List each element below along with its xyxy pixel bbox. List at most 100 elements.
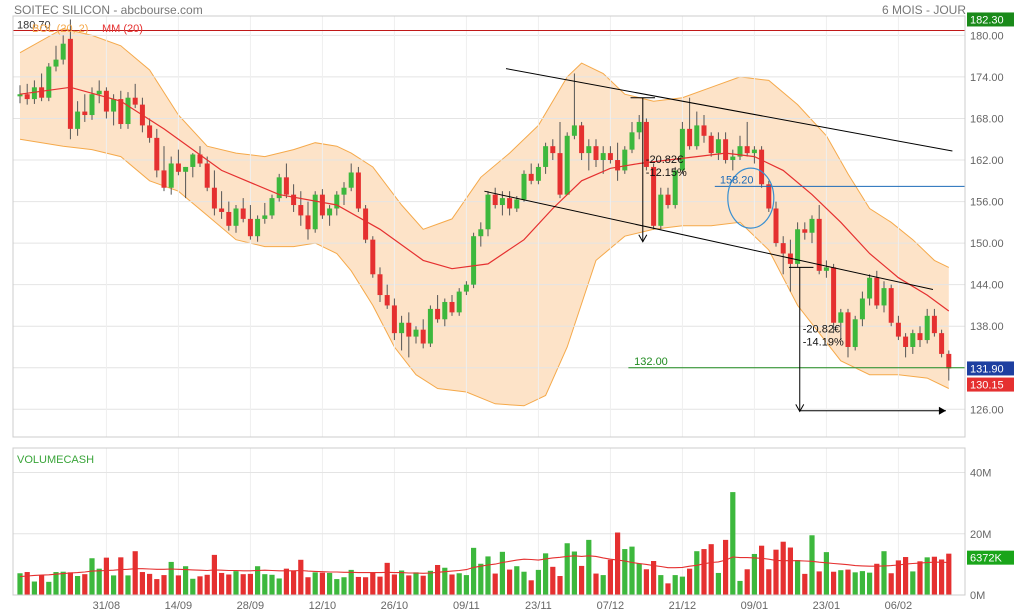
- volume-bar: [240, 574, 246, 595]
- volume-bar: [247, 573, 253, 595]
- candle-body: [593, 146, 599, 161]
- candle-body: [910, 333, 916, 347]
- volume-bar: [852, 572, 858, 595]
- candle-body: [39, 87, 45, 98]
- volume-bar: [557, 576, 563, 595]
- period-label: 6 MOIS - JOUR: [881, 3, 966, 17]
- volume-bar: [514, 566, 520, 595]
- volume-bar: [485, 556, 491, 595]
- candle-body: [111, 99, 117, 112]
- volume-bar: [46, 581, 52, 595]
- date-tick-label: 12/10: [309, 600, 337, 612]
- volume-bar: [694, 551, 700, 595]
- candle-body: [75, 111, 81, 129]
- volume-bar: [687, 568, 693, 595]
- candle-body: [363, 208, 369, 240]
- volume-bar: [593, 573, 599, 595]
- volume-bar: [39, 575, 45, 595]
- date-tick-label: 09/11: [453, 600, 480, 612]
- top-price-badge-bg: [967, 12, 1014, 27]
- candle-body: [823, 267, 829, 271]
- volume-bar: [341, 577, 347, 595]
- candle-body: [82, 111, 88, 116]
- candle-body: [283, 177, 289, 195]
- candle-body: [103, 90, 109, 112]
- candle-body: [809, 218, 815, 233]
- volume-bar: [60, 571, 66, 595]
- volume-bar: [730, 492, 736, 595]
- volume-bar: [903, 557, 909, 595]
- volume-bar: [838, 570, 844, 595]
- candle-body: [924, 315, 930, 341]
- candle-body: [564, 135, 570, 195]
- volume-bar: [139, 572, 145, 595]
- candle-body: [67, 38, 73, 129]
- price-tick-label: 156.00: [970, 197, 1004, 209]
- volume-bar: [946, 553, 952, 595]
- volume-bar: [406, 575, 412, 595]
- measure1-pct: -12.15%: [646, 167, 687, 179]
- candle-body: [730, 156, 736, 161]
- price-tick-label: 162.00: [970, 155, 1004, 167]
- candlesticks: [17, 19, 952, 381]
- volume-bar: [579, 565, 585, 595]
- candle-body: [888, 288, 894, 323]
- candle-body: [190, 154, 196, 167]
- candle-body: [751, 149, 757, 154]
- volume-bar: [780, 541, 786, 595]
- candle-body: [773, 208, 779, 244]
- candle-body: [672, 170, 678, 206]
- volume-bar: [255, 566, 261, 595]
- volume-bar: [391, 574, 397, 595]
- candle-body: [715, 139, 721, 154]
- volume-bar: [226, 574, 232, 595]
- candle-body: [643, 121, 649, 167]
- volume-bar: [471, 547, 477, 595]
- volume-bar: [571, 551, 577, 595]
- candle-body: [651, 166, 657, 226]
- volume-bar: [399, 570, 405, 595]
- volume-bar: [420, 575, 426, 595]
- volume-bar: [521, 571, 527, 595]
- bollinger-bands: [19, 27, 950, 407]
- candle-body: [60, 43, 66, 60]
- candle-body: [528, 173, 534, 181]
- candle-body: [219, 208, 225, 212]
- candle-body: [391, 305, 397, 334]
- candle-body: [334, 194, 340, 209]
- candle-body: [874, 277, 880, 306]
- candle-body: [708, 135, 714, 154]
- volume-bar: [319, 572, 325, 595]
- volume-bar: [636, 563, 642, 595]
- candle-body: [384, 295, 390, 306]
- volume-bar: [910, 571, 916, 595]
- low-price-badge-bg: [967, 377, 1014, 392]
- legend-bollinger: BOL (20, 2): [32, 23, 88, 35]
- candle-body: [903, 336, 909, 347]
- candle-body: [931, 315, 937, 334]
- volume-bar: [586, 539, 592, 595]
- volume-bar: [168, 561, 174, 595]
- date-tick-label: 06/02: [885, 600, 913, 612]
- legend-mm: MM (20): [102, 23, 143, 35]
- candle-body: [399, 322, 405, 334]
- labels: 126.00 132.00 138.00 144.00 150.00 156.00 162.…: [17, 12, 1014, 612]
- candle-body: [665, 194, 671, 206]
- volume-bar: [161, 575, 167, 595]
- volume-badge-bg: [967, 550, 1014, 565]
- volume-bar: [82, 574, 88, 595]
- volume-bar: [96, 568, 102, 595]
- volume-bar: [787, 547, 793, 595]
- candle-body: [255, 218, 261, 237]
- candle-body: [687, 128, 693, 147]
- volume-bar: [492, 573, 498, 595]
- date-tick-label: 21/12: [669, 600, 697, 612]
- volume-bar: [773, 549, 779, 595]
- volume-bar: [276, 578, 282, 595]
- candle-body: [535, 166, 541, 181]
- candle-body: [859, 298, 865, 320]
- volume-bar: [211, 554, 217, 595]
- candle-body: [471, 236, 477, 285]
- volume-bar: [931, 556, 937, 595]
- volume-bar: [831, 571, 837, 595]
